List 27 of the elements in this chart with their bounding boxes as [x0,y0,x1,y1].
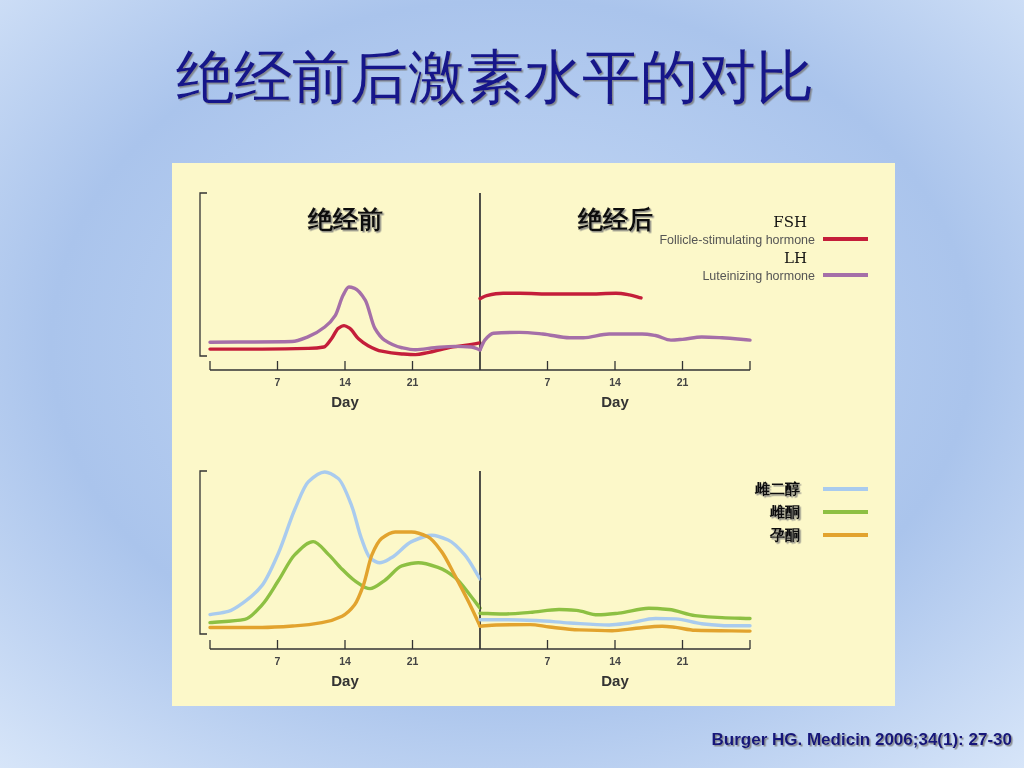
text: 绝经前 [306,205,383,233]
x-axis-title: Day [331,672,360,689]
x-tick-label: 21 [676,655,689,667]
x-tick-label: 14 [609,655,621,667]
x-tick-label: 21 [676,376,689,388]
x-axis-title: Day [331,393,360,410]
x-tick-label: 7 [544,376,551,388]
x-axis-title: Day [601,393,630,410]
legend-label: 孕酮 [769,526,800,544]
x-axis-title: Day [601,672,630,689]
legend-label: Luteinizing hormone [702,268,816,283]
text: FSH [773,213,807,231]
legend-label: 雌二醇 [754,480,800,498]
x-tick-label: 21 [406,376,419,388]
legend-label: 雌酮 [769,503,800,521]
x-tick-label: 14 [339,376,351,388]
x-tick-label: 7 [274,655,281,667]
x-tick-label: 7 [274,376,281,388]
x-tick-label: 14 [339,655,351,667]
text: LH [783,249,807,267]
text: Burger HG. Medicin 2006;34(1): 27-30 [711,730,1012,749]
legend-label: Follicle-stimulating hormone [659,232,816,247]
x-tick-label: 7 [544,655,551,667]
text: 绝经后 [576,205,653,233]
x-tick-label: 14 [609,376,621,388]
x-tick-label: 21 [406,655,419,667]
chart-title: 绝经前后激素水平的对比 [176,43,814,111]
